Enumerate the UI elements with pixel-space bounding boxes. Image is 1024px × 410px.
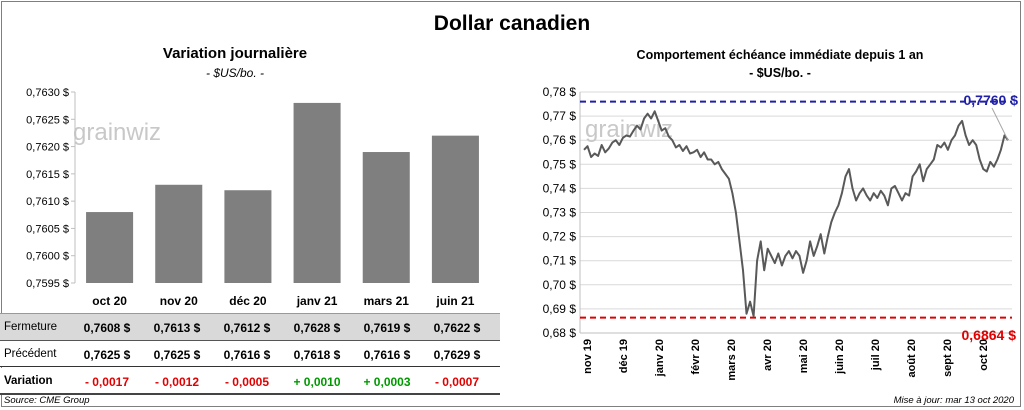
y-tick-label: 0,7615 $	[26, 169, 69, 181]
table-cell: 0,7628 $	[293, 321, 341, 335]
x-tick-label: oct 20	[978, 339, 990, 371]
y-tick-label: 0,73 $	[543, 206, 577, 220]
table-cell: + 0,0003	[363, 375, 411, 389]
y-tick-label: 0,70 $	[543, 278, 577, 292]
table-cell: - 0,0005	[224, 375, 270, 389]
bar	[155, 184, 203, 283]
y-tick-label: 0,69 $	[543, 302, 577, 316]
table-cell: + 0,0010	[293, 375, 341, 389]
y-tick-label: 0,68 $	[543, 326, 577, 340]
source-note: Source: CME Group	[4, 395, 90, 406]
row-label-variation: Variation	[4, 375, 53, 387]
y-tick-label: 0,7595 $	[26, 278, 69, 290]
x-tick-label: juin 21	[435, 294, 474, 308]
y-tick-label: 0,76 $	[543, 133, 577, 147]
table-cell: - 0,0007	[434, 375, 480, 389]
bar-chart-subtitle: - $US/bo. -	[205, 66, 265, 80]
x-tick-label: nov 19	[582, 339, 594, 374]
x-tick-label: mars 21	[364, 294, 410, 308]
x-tick-label: août 20	[906, 339, 918, 378]
table-cell: 0,7625 $	[153, 348, 201, 362]
table-cell: - 0,0012	[154, 375, 200, 389]
x-tick-label: janv 20	[654, 339, 666, 377]
y-tick-label: 0,78 $	[543, 85, 577, 99]
price-line	[583, 110, 1009, 318]
watermark-text: grainwiz	[73, 119, 161, 146]
x-tick-label: mai 20	[798, 339, 810, 373]
line-chart-title: Comportement échéance immédiate depuis 1…	[636, 48, 924, 62]
table-cell: 0,7629 $	[433, 348, 481, 362]
row-label-previous: Précédent	[4, 348, 57, 360]
table-cell: 0,7616 $	[363, 348, 411, 362]
y-tick-label: 0,7625 $	[26, 114, 69, 126]
row-label-close: Fermeture	[4, 321, 58, 333]
bar	[431, 135, 479, 283]
table-cell: 0,7608 $	[83, 321, 131, 335]
line-chart: 0,68 $ 0,69 $ 0,70 $ 0,71 $ 0,72 $ 0,73 $ 0,74…	[543, 85, 1019, 381]
table-cell: 0,7619 $	[363, 321, 411, 335]
update-note: Mise à jour: mar 13 oct 2020	[893, 395, 1014, 406]
table-row-previous: Précédent 0,7625 $ 0,7625 $ 0,7616 $ 0,7…	[0, 340, 500, 367]
watermark: grainwiz	[73, 119, 161, 146]
y-tick-label: 0,7600 $	[26, 251, 69, 263]
table-cell: - 0,0017	[84, 375, 130, 389]
x-tick-label: févr 20	[690, 339, 702, 374]
bar	[86, 212, 134, 283]
x-tick-label: nov 20	[160, 294, 198, 308]
x-tick-label: juin 20	[834, 339, 846, 375]
page-title: Dollar canadien	[433, 12, 591, 35]
table-cell: 0,7616 $	[223, 348, 271, 362]
table-cell: 0,7625 $	[83, 348, 131, 362]
y-tick-label: 0,71 $	[543, 254, 577, 268]
watermark: grainwiz	[585, 116, 673, 143]
bar	[293, 102, 341, 284]
table-row-variation: Variation - 0,0017 - 0,0012 - 0,0005 + 0…	[0, 368, 500, 395]
high-value-label: 0,7760 $	[964, 92, 1019, 108]
y-tick-label: 0,7605 $	[26, 223, 69, 235]
label-leader	[991, 107, 1009, 141]
x-tick-label: oct 20	[92, 294, 127, 308]
x-tick-label: déc 19	[618, 339, 630, 373]
table-row-close: Fermeture 0,7608 $ 0,7613 $ 0,7612 $ 0,7…	[0, 313, 500, 340]
low-value-label: 0,6864 $	[962, 327, 1017, 343]
bar	[224, 190, 272, 283]
table-cell: 0,7618 $	[293, 348, 341, 362]
bar-chart: grainwiz 0,7595 $ 0,7600 $ 0,7605 $ 0,7610 $…	[26, 87, 479, 308]
y-tick-label: 0,74 $	[543, 181, 577, 195]
x-tick-label: mars 20	[726, 339, 738, 381]
table-cell: 0,7612 $	[223, 321, 271, 335]
y-tick-label: 0,72 $	[543, 230, 577, 244]
y-tick-label: 0,7610 $	[26, 196, 69, 208]
x-tick-label: avr 20	[762, 339, 774, 371]
table-cell: 0,7613 $	[153, 321, 201, 335]
watermark-text: grainwiz	[585, 116, 673, 143]
y-tick-label: 0,75 $	[543, 157, 577, 171]
y-tick-label: 0,77 $	[543, 109, 577, 123]
line-chart-subtitle: - $US/bo. -	[749, 66, 811, 80]
x-tick-label: déc 20	[229, 294, 267, 308]
y-tick-label: 0,7620 $	[26, 142, 69, 154]
x-tick-label: juil 20	[870, 339, 882, 371]
bar-chart-title: Variation journalière	[162, 45, 308, 62]
bar	[362, 152, 410, 283]
x-tick-label: sept 20	[942, 339, 954, 377]
y-tick-label: 0,7630 $	[26, 87, 69, 99]
table-cell: 0,7622 $	[433, 321, 481, 335]
x-tick-label: janv 21	[296, 294, 338, 308]
